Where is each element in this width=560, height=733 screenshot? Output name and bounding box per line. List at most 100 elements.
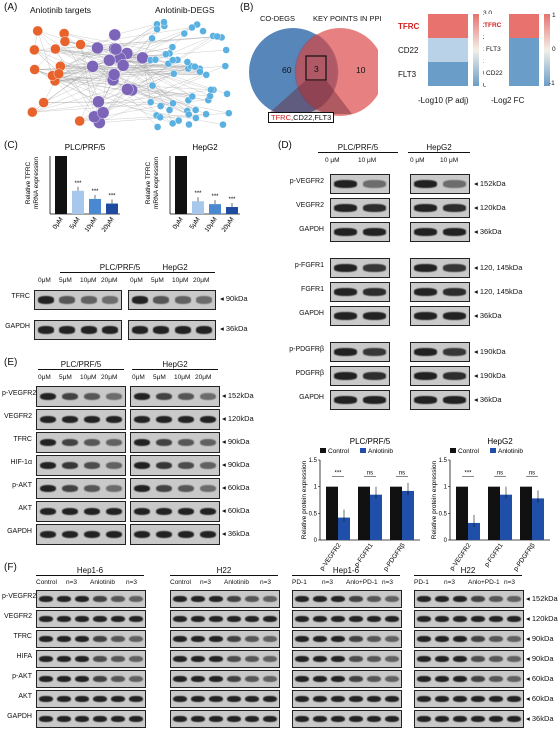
blot-band [367, 615, 381, 623]
f-group-title: H22 [170, 566, 278, 576]
c-bar [72, 190, 84, 214]
d-row-label: GAPDH [299, 310, 324, 317]
blot-band [209, 695, 223, 703]
blot-band [102, 296, 119, 304]
network-node [175, 116, 183, 125]
blot-band [155, 438, 173, 447]
blot-band [199, 507, 217, 516]
blot-band [199, 530, 217, 539]
f-row-label: HIFA [16, 653, 32, 660]
blot-band [453, 655, 467, 663]
blot-band [263, 635, 277, 643]
f-kda-label: ◂ 60kDa [526, 694, 554, 703]
blot-band [489, 635, 503, 643]
blot-band [209, 655, 223, 663]
blot-band [385, 635, 399, 643]
blot-band [93, 635, 107, 643]
venn-left-count: 60 [282, 65, 292, 75]
f-blot [170, 690, 280, 708]
f-col-label: PD-1 [292, 579, 307, 586]
blot-band [331, 655, 345, 663]
blot-band [334, 312, 357, 320]
d-legend-swatch-control [320, 448, 326, 453]
blot-band [75, 695, 89, 703]
blot-band [133, 461, 151, 470]
network-node [206, 92, 214, 100]
network-node [96, 106, 110, 119]
c-xtick: 5μM [69, 216, 82, 230]
e-row-label: HIF-1α [10, 459, 32, 466]
blot-band [83, 415, 101, 424]
c-blot [34, 320, 122, 340]
blot-band [245, 595, 259, 603]
c-dose-label: 10μM [80, 277, 97, 284]
f-kda-label: ◂ 36kDa [526, 714, 554, 723]
blot-band [263, 695, 277, 703]
heatmap-padj-cell-3 [428, 62, 468, 86]
d-blot [410, 366, 470, 386]
c-dose-label: 0μM [130, 277, 143, 284]
network-node [162, 50, 170, 58]
network-node [29, 64, 40, 75]
d-blot [410, 222, 470, 242]
heatmap-fc-gene-labels: TFRC FLT3 CD22 [484, 14, 508, 86]
blot-band [313, 675, 327, 683]
c-dose-label: 10μM [172, 277, 189, 284]
blot-band [209, 675, 223, 683]
blot-band [489, 695, 503, 703]
f-blot [170, 630, 280, 648]
blot-band [363, 228, 386, 236]
blot-band [367, 695, 381, 703]
d-bar-anlotinib [338, 517, 350, 540]
network-node [165, 106, 174, 114]
c-blot [128, 290, 216, 310]
blot-band [489, 615, 503, 623]
venn-right-title: KEY POINTS IN PPI [313, 14, 382, 23]
blot-band [489, 675, 503, 683]
d-blot [410, 306, 470, 326]
blot-band [39, 595, 53, 603]
blot-band [105, 438, 123, 447]
e-kda-label: ◂ 90kDa [222, 460, 250, 469]
blot-band [61, 507, 79, 516]
blot-band [75, 655, 89, 663]
blot-band [39, 392, 57, 401]
blot-band [367, 595, 381, 603]
blot-band [199, 392, 217, 401]
intersection-genes-rest: ,CD22,FLT3 [291, 113, 332, 122]
e-row-label: AKT [18, 505, 32, 512]
blot-band [155, 484, 173, 493]
f-group-title: Hep1-6 [292, 566, 400, 576]
blot-band [57, 655, 71, 663]
blot-band [227, 635, 241, 643]
d-ytick-label: 0.5 [309, 511, 318, 517]
blot-band [61, 438, 79, 447]
e-row-label: p-AKT [12, 482, 32, 489]
blot-band [363, 312, 386, 320]
blot-band [471, 595, 485, 603]
blot-band [245, 695, 259, 703]
f-col-label: n=3 [66, 579, 78, 586]
e-row-label: p-VEGFR2 [2, 390, 37, 397]
blot-band [105, 530, 123, 539]
blot-band [57, 595, 71, 603]
d-legend-anlotinib: Anlotinib [498, 448, 523, 455]
e-kda-label: ◂ 60kDa [222, 483, 250, 492]
e-group-1: PLC/PRF/5 [38, 360, 124, 370]
d-sig: ns [399, 471, 405, 477]
blot-band [435, 635, 449, 643]
blot-band [435, 655, 449, 663]
heatmap-padj-colorbar [473, 14, 479, 86]
network-node [168, 119, 177, 128]
blot-band [105, 392, 123, 401]
blot-band [349, 715, 363, 723]
blot-band [507, 715, 521, 723]
d-blot [410, 174, 470, 194]
network-node [153, 123, 162, 131]
blot-band [129, 675, 143, 683]
c-sig: *** [194, 191, 202, 197]
blot-band [173, 615, 187, 623]
network-node [183, 58, 192, 66]
d-ytick-label: 1.5 [439, 458, 448, 464]
blot-band [155, 461, 173, 470]
